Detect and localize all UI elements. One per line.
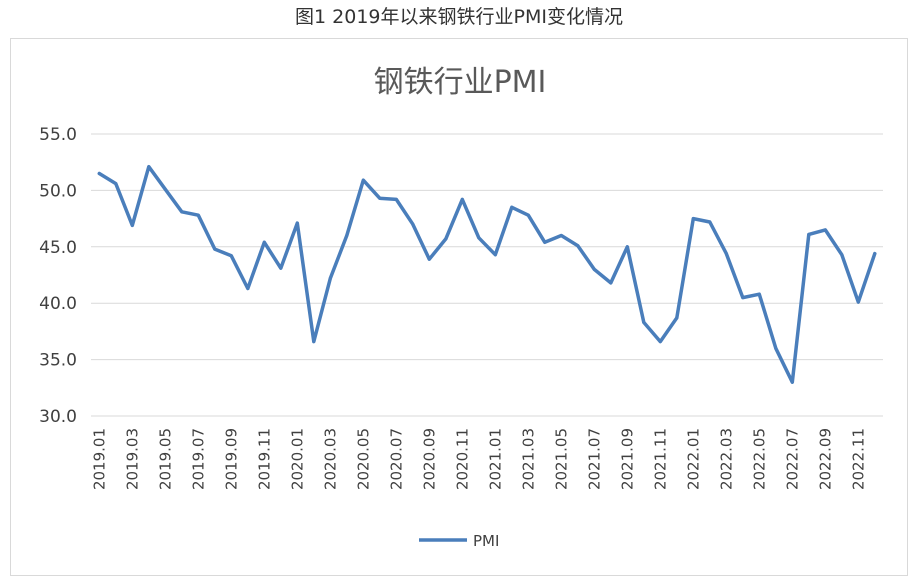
x-tick-label: 2020.07 [387,428,405,490]
data-point [229,254,233,258]
data-point [675,316,679,320]
data-point [757,292,761,296]
x-tick-label: 2020.05 [354,428,372,490]
data-point [823,228,827,232]
data-point [394,197,398,201]
data-point [262,240,266,244]
x-tick-label: 2021.05 [552,428,570,490]
x-tick-label: 2022.07 [783,428,801,490]
data-point [477,236,481,240]
data-point [180,210,184,214]
legend-label: PMI [473,532,499,550]
data-point [147,165,151,169]
x-tick-label: 2021.07 [585,428,603,490]
data-point [345,234,349,237]
data-point [774,346,778,350]
x-tick-label: 2019.09 [222,428,240,490]
x-tick-label: 2019.03 [123,428,141,490]
chart-title: 钢铁行业PMI [374,65,547,100]
data-point [576,244,580,248]
data-point [559,234,563,237]
x-tick-label: 2020.09 [420,428,438,490]
data-point [295,221,299,225]
data-point [856,300,860,304]
y-tick-label: 35.0 [39,351,77,371]
x-tick-label: 2019.01 [90,428,108,490]
data-point [642,320,646,324]
data-point [444,237,448,241]
data-point [411,222,415,226]
data-point [460,197,464,201]
x-tick-label: 2022.11 [849,428,867,490]
data-point [658,340,662,344]
y-axis-ticks: 55.0 50.0 45.0 40.0 35.0 30.0 [39,125,77,427]
x-tick-label: 2022.09 [816,428,834,490]
data-point [625,245,629,249]
data-point [279,266,283,270]
series-line-pmi [97,164,877,384]
data-point [213,247,217,251]
figure-caption: 图1 2019年以来钢铁行业PMI变化情况 [295,6,623,28]
x-tick-label: 2021.11 [651,428,669,490]
y-tick-label: 30.0 [39,407,77,427]
data-point [840,253,844,257]
data-point [361,178,365,182]
data-point [691,217,695,221]
data-point [526,213,530,217]
x-tick-label: 2021.09 [618,428,636,490]
x-tick-label: 2019.07 [189,428,207,490]
data-point [328,276,332,280]
data-point [790,380,794,384]
series-points [97,165,877,384]
chart-frame: 钢铁行业PMI 55.0 50.0 45.0 40.0 35.0 30.0 2019.01… [10,38,908,576]
data-point [378,196,382,200]
x-tick-label: 2020.03 [321,428,339,490]
x-tick-label: 2020.01 [288,428,306,490]
legend: PMI [419,532,499,550]
data-point [708,220,712,224]
x-tick-label: 2019.05 [156,428,174,490]
x-tick-label: 2022.03 [717,428,735,490]
y-tick-label: 45.0 [39,238,77,258]
x-tick-label: 2022.01 [684,428,702,490]
data-point [427,257,431,261]
x-tick-label: 2021.03 [519,428,537,490]
data-point [741,296,745,300]
data-point [510,205,514,209]
data-point [246,287,250,290]
data-point [163,187,167,191]
data-point [609,281,613,285]
x-tick-label: 2021.01 [486,428,504,490]
data-point [543,240,547,244]
x-tick-label: 2019.11 [255,428,273,490]
data-point [807,232,811,236]
y-tick-label: 50.0 [39,181,77,201]
data-point [114,182,118,186]
data-point [873,252,877,256]
data-point [130,223,134,227]
y-tick-label: 40.0 [39,294,77,314]
y-tick-label: 55.0 [39,125,77,145]
line-chart: 钢铁行业PMI 55.0 50.0 45.0 40.0 35.0 30.0 2019.01… [39,65,883,550]
data-point [724,252,728,256]
data-point [592,267,596,271]
data-point [97,172,101,175]
x-tick-label: 2020.11 [453,428,471,490]
data-point [312,340,316,344]
data-point [493,253,497,257]
x-tick-label: 2022.05 [750,428,768,490]
grid-lines [91,133,883,417]
data-point [196,213,200,217]
x-axis-ticks: 2019.01 2019.03 2019.05 2019.07 2019.09 2019.… [90,428,867,490]
